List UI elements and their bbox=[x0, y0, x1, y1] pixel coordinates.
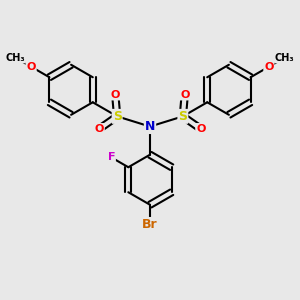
Text: F: F bbox=[107, 152, 115, 162]
Text: CH₃: CH₃ bbox=[275, 52, 295, 62]
Text: O: O bbox=[26, 62, 36, 72]
Text: O: O bbox=[111, 89, 120, 100]
Text: O: O bbox=[94, 124, 104, 134]
Text: S: S bbox=[178, 110, 188, 123]
Text: O: O bbox=[196, 124, 206, 134]
Text: O: O bbox=[264, 62, 274, 72]
Text: Br: Br bbox=[142, 218, 158, 231]
Text: N: N bbox=[145, 120, 155, 133]
Text: O: O bbox=[180, 89, 189, 100]
Text: S: S bbox=[112, 110, 122, 123]
Text: CH₃: CH₃ bbox=[5, 52, 25, 62]
